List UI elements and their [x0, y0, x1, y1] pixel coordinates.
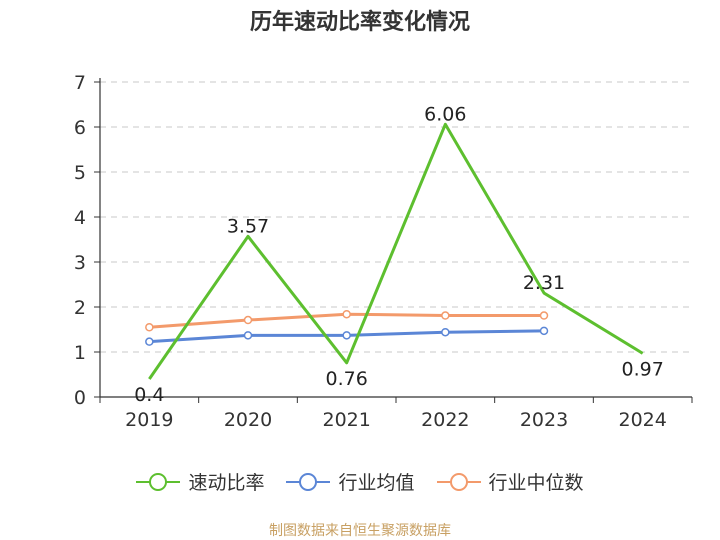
- data-label: 6.06: [424, 103, 466, 125]
- series-point-1: [441, 327, 450, 337]
- x-tick-label: 2022: [421, 409, 469, 431]
- legend-item-series-2[interactable]: 行业中位数: [436, 468, 584, 495]
- series-point-2: [441, 311, 450, 320]
- series-point-2: [243, 315, 253, 325]
- y-tick-label: 2: [74, 297, 86, 319]
- grid-lines: [100, 81, 692, 353]
- data-label: 0.97: [622, 358, 664, 380]
- source-note: 制图数据来自恒生聚源数据库: [269, 523, 451, 539]
- series-line-0: [148, 122, 644, 380]
- y-tick-label: 3: [74, 252, 86, 274]
- legend-marker-icon: [436, 472, 481, 491]
- x-tick-label: 2020: [224, 409, 272, 431]
- series-point-1: [145, 337, 154, 346]
- y-tick-label: 5: [74, 162, 86, 184]
- series-point-2: [145, 323, 154, 332]
- y-tick-label: 4: [74, 207, 86, 229]
- x-tick-label: 2021: [322, 409, 370, 431]
- y-tick-label: 7: [74, 72, 86, 94]
- x-tick-label: 2019: [125, 409, 173, 431]
- legend-item-series-0[interactable]: 速动比率: [136, 468, 264, 495]
- series-point-2: [342, 309, 351, 319]
- legend-label: 行业均值: [338, 472, 415, 494]
- series-point-1: [539, 326, 549, 336]
- x-tick-label: 2023: [520, 409, 568, 431]
- legend-marker-icon: [136, 472, 181, 491]
- legend-marker-icon: [286, 472, 331, 491]
- data-label: 2.31: [523, 272, 565, 294]
- y-tick-label: 1: [74, 342, 86, 364]
- legend-item-series-1[interactable]: 行业均值: [286, 468, 415, 495]
- series-point-2: [539, 311, 549, 320]
- legend-label: 行业中位数: [488, 472, 584, 494]
- data-label: 3.57: [227, 215, 269, 237]
- legend: 速动比率 行业均值 行业中位数: [0, 468, 720, 495]
- data-label: 0.76: [326, 368, 368, 390]
- series-point-1: [243, 331, 253, 340]
- data-label: 0.4: [134, 384, 164, 406]
- chart-title: 历年速动比率变化情况: [249, 10, 470, 35]
- data-labels: 0.4 3.57 0.76 6.06 2.31 0.97: [134, 103, 664, 406]
- x-tick-label: 2024: [618, 409, 666, 431]
- series-point-1: [342, 331, 351, 340]
- y-tick-label: 6: [74, 117, 86, 139]
- y-tick-label: 0: [74, 387, 86, 409]
- axes: 0 1 2 3 4 5 6 7 2019 2020 2021 2022 2023 2024: [74, 72, 693, 431]
- series-lines: [145, 122, 644, 380]
- legend-label: 速动比率: [188, 472, 265, 494]
